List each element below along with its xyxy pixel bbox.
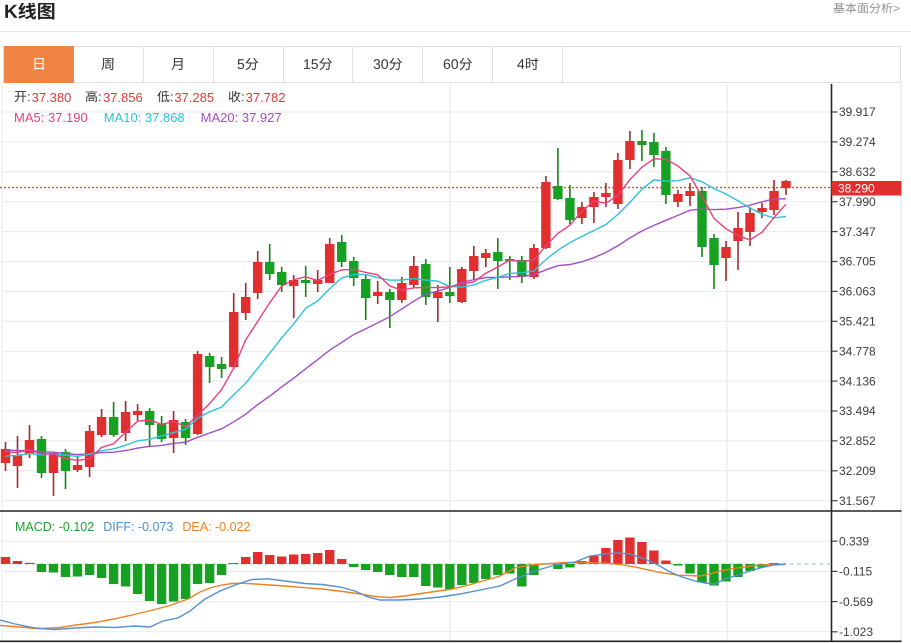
svg-text:37.347: 37.347 (839, 225, 876, 239)
svg-text:39.917: 39.917 (839, 105, 876, 119)
svg-text:31.567: 31.567 (839, 494, 876, 508)
svg-text:36.705: 36.705 (839, 255, 876, 269)
svg-text:-0.115: -0.115 (839, 565, 872, 579)
svg-text:33.494: 33.494 (839, 404, 876, 418)
svg-text:34.778: 34.778 (839, 344, 876, 358)
svg-text:38.290: 38.290 (838, 182, 875, 196)
svg-text:0.339: 0.339 (839, 534, 869, 548)
svg-text:32.852: 32.852 (839, 434, 876, 448)
svg-text:35.421: 35.421 (839, 315, 876, 329)
svg-text:-1.023: -1.023 (839, 625, 873, 639)
svg-text:37.990: 37.990 (839, 195, 876, 209)
svg-text:-0.569: -0.569 (839, 595, 873, 609)
svg-text:38.632: 38.632 (839, 165, 876, 179)
svg-text:39.274: 39.274 (839, 135, 876, 149)
svg-text:34.136: 34.136 (839, 374, 876, 388)
svg-text:32.209: 32.209 (839, 464, 876, 478)
svg-text:36.063: 36.063 (839, 285, 876, 299)
